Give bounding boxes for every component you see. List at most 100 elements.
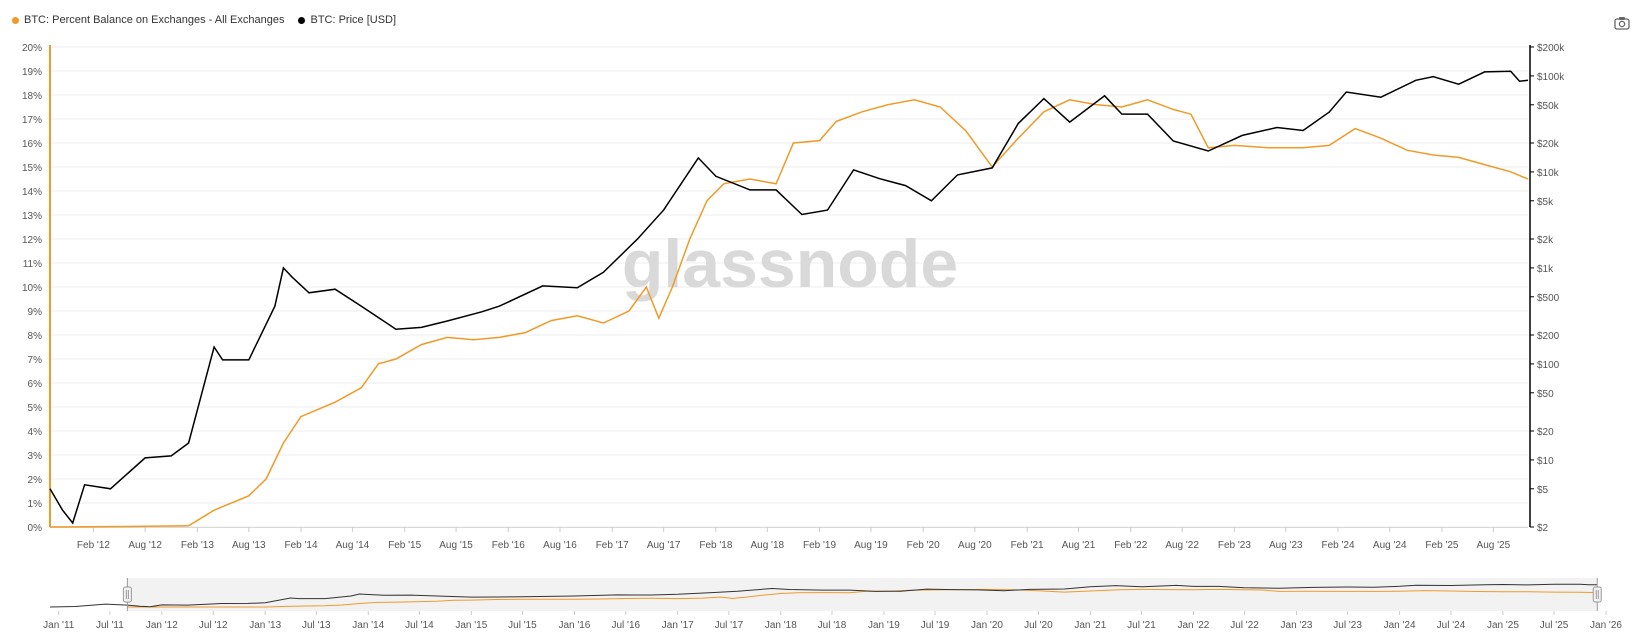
navigator-tick-label: Jan '25 [1487, 620, 1519, 631]
right-tick-label: $100 [1537, 360, 1560, 371]
navigator-selected-range[interactable] [127, 578, 1598, 611]
left-tick-label: 20% [22, 43, 42, 54]
navigator-tick-label: Jul '13 [302, 620, 331, 631]
camera-icon[interactable] [1614, 16, 1630, 30]
x-tick-label: Aug '13 [232, 540, 266, 551]
right-y-axis: $2 $5 $10 $20 $50 $100 $200 $500 $1k $2k $5k $10k $2… [1529, 43, 1565, 534]
x-tick-label: Feb '21 [1011, 540, 1044, 551]
navigator-tick-label: Jul '16 [612, 620, 641, 631]
left-tick-label: 8% [28, 331, 43, 342]
navigator-tick-label: Jul '24 [1437, 620, 1466, 631]
left-y-axis: 0% 1% 2% 3% 4% 5% 6% 7% 8% 9% 10% 11% 12% 13% 14% 15% 16… [22, 43, 51, 534]
left-tick-label: 7% [28, 355, 43, 366]
navigator-tick-label: Jul '14 [405, 620, 434, 631]
right-tick-label: $2 [1537, 523, 1549, 534]
navigator-tick-label: Jul '20 [1024, 620, 1053, 631]
legend-dot-balance [12, 16, 19, 24]
x-tick-label: Feb '12 [77, 540, 110, 551]
x-tick-label: Feb '16 [492, 540, 525, 551]
right-tick-label: $20k [1537, 139, 1560, 150]
left-tick-label: 12% [22, 235, 42, 246]
x-tick-label: Aug '14 [336, 540, 370, 551]
navigator-x-axis: Jan '11 Jul '11 Jan '12 Jul '12 Jan '13 Jul '… [43, 611, 1622, 631]
x-tick-label: Aug '21 [1062, 540, 1096, 551]
navigator-handle-right[interactable] [1592, 578, 1602, 611]
legend-item-price[interactable]: BTC: Price [USD] [298, 14, 396, 26]
navigator-tick-label: Jul '15 [508, 620, 537, 631]
legend-label-balance: BTC: Percent Balance on Exchanges - All … [24, 14, 285, 26]
x-tick-label: Aug '12 [128, 540, 162, 551]
legend-dot-price [298, 16, 306, 24]
navigator-tick-label: Jul '12 [199, 620, 228, 631]
left-tick-label: 16% [22, 139, 42, 150]
x-tick-label: Feb '22 [1114, 540, 1147, 551]
left-tick-label: 3% [28, 451, 43, 462]
x-tick-label: Feb '13 [181, 540, 214, 551]
left-tick-label: 0% [28, 523, 43, 534]
navigator-tick-label: Jul '18 [818, 620, 847, 631]
left-tick-label: 18% [22, 91, 42, 102]
x-tick-label: Aug '15 [439, 540, 473, 551]
navigator-tick-label: Jan '24 [1384, 620, 1416, 631]
navigator-tick-label: Jan '14 [352, 620, 384, 631]
x-tick-label: Feb '23 [1218, 540, 1251, 551]
range-navigator[interactable]: Jan '11 Jul '11 Jan '12 Jul '12 Jan '13 Jul '… [43, 578, 1622, 631]
navigator-tick-label: Jan '18 [765, 620, 797, 631]
x-tick-label: Aug '16 [543, 540, 577, 551]
right-tick-label: $200 [1537, 331, 1560, 342]
x-tick-label: Feb '19 [803, 540, 836, 551]
navigator-line-price [49, 583, 1598, 608]
x-tick-label: Feb '18 [699, 540, 732, 551]
navigator-tick-label: Jan '26 [1590, 620, 1622, 631]
right-tick-label: $200k [1537, 43, 1565, 54]
x-tick-label: Feb '25 [1425, 540, 1458, 551]
navigator-tick-label: Jan '12 [146, 620, 178, 631]
right-tick-label: $50 [1537, 389, 1554, 400]
left-tick-label: 13% [22, 211, 42, 222]
x-tick-label: Feb '14 [284, 540, 317, 551]
chart-legend: BTC: Percent Balance on Exchanges - All … [12, 12, 410, 28]
navigator-tick-label: Jan '21 [1074, 620, 1106, 631]
x-tick-label: Feb '17 [596, 540, 629, 551]
right-tick-label: $50k [1537, 101, 1560, 112]
left-tick-label: 17% [22, 115, 42, 126]
x-tick-label: Feb '15 [388, 540, 421, 551]
left-tick-label: 2% [28, 475, 43, 486]
navigator-tick-label: Jan '20 [971, 620, 1003, 631]
navigator-tick-label: Jul '19 [921, 620, 950, 631]
navigator-tick-label: Jul '21 [1127, 620, 1156, 631]
x-tick-label: Aug '23 [1269, 540, 1303, 551]
right-tick-label: $10k [1537, 168, 1560, 179]
handle-grip [122, 586, 132, 603]
x-tick-label: Aug '24 [1373, 540, 1407, 551]
handle-grip [1592, 586, 1602, 603]
x-axis: Feb '12 Aug '12 Feb '13 Aug '13 Feb '14 Aug '… [50, 527, 1528, 551]
x-tick-label: Feb '24 [1322, 540, 1355, 551]
x-tick-label: Feb '20 [907, 540, 940, 551]
left-tick-label: 5% [28, 403, 43, 414]
x-tick-label: Aug '17 [647, 540, 681, 551]
x-tick-label: Aug '20 [958, 540, 992, 551]
navigator-tick-label: Jul '25 [1540, 620, 1569, 631]
navigator-tick-label: Jul '17 [715, 620, 744, 631]
x-tick-label: Aug '18 [750, 540, 784, 551]
navigator-tick-label: Jan '17 [662, 620, 694, 631]
right-tick-label: $20 [1537, 427, 1554, 438]
x-tick-label: Aug '19 [854, 540, 888, 551]
series-line-price [49, 70, 1529, 525]
legend-label-price: BTC: Price [USD] [310, 14, 397, 26]
series-line-balance [49, 99, 1529, 528]
right-tick-label: $100k [1537, 72, 1565, 83]
navigator-tick-label: Jul '11 [96, 620, 124, 631]
right-tick-label: $1k [1537, 264, 1554, 275]
gridlines [50, 46, 1528, 528]
left-tick-label: 19% [22, 67, 42, 78]
navigator-handle-left[interactable] [122, 578, 132, 611]
legend-item-balance[interactable]: BTC: Percent Balance on Exchanges - All … [12, 14, 284, 26]
right-tick-label: $500 [1537, 293, 1560, 304]
left-tick-label: 10% [22, 283, 42, 294]
left-tick-label: 6% [28, 379, 43, 390]
left-tick-label: 11% [23, 259, 42, 270]
right-tick-label: $5 [1537, 485, 1549, 496]
